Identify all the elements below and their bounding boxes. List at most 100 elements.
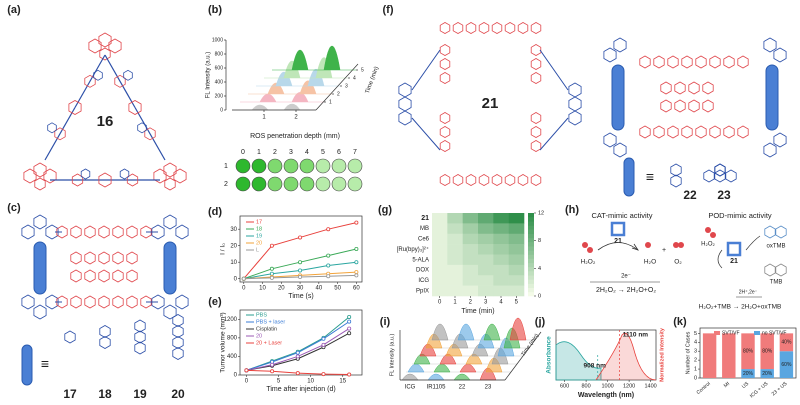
- colorbar-step: [528, 229, 534, 235]
- legend-label: 20 + Laser: [256, 340, 282, 346]
- heat-cell: [447, 223, 463, 235]
- legend-swatch: [714, 331, 720, 335]
- legend-label: 17: [256, 219, 262, 225]
- heat-cell: [432, 244, 448, 255]
- ring: [714, 163, 726, 177]
- well-column-label: 1: [257, 149, 261, 156]
- ring: [134, 319, 146, 333]
- capsule: [765, 64, 779, 131]
- capsule: [611, 64, 625, 131]
- well: [267, 176, 283, 192]
- x-tick-label: 20: [278, 286, 285, 292]
- colorbar-label: 12: [538, 210, 544, 216]
- x-tick-label: 1000: [601, 383, 613, 389]
- species: H₂O₂: [701, 242, 715, 248]
- heat-cell: [478, 264, 494, 276]
- colorbar-label: 8: [538, 238, 541, 244]
- operator: +: [662, 247, 666, 254]
- ring: [163, 162, 177, 178]
- ring: [681, 125, 693, 139]
- ring: [84, 225, 96, 239]
- ring: [530, 140, 542, 152]
- panel-label: (k): [673, 316, 687, 328]
- ring: [452, 174, 464, 186]
- y-tick-label: 400: [227, 354, 238, 360]
- axis-line: [504, 331, 542, 381]
- ring: [530, 22, 542, 34]
- heat-cell: [493, 254, 509, 266]
- heat-cell: [447, 285, 463, 297]
- ring: [773, 47, 787, 63]
- axis-label: Tumor volume (mm³): [220, 312, 227, 372]
- legend-label: 20: [256, 240, 262, 246]
- y-tick-label: 400: [215, 79, 224, 85]
- ring: [140, 295, 152, 309]
- value-label: 20%: [743, 371, 754, 377]
- ring: [151, 294, 165, 310]
- marker: [298, 268, 303, 273]
- ring: [70, 295, 82, 309]
- plot-frame: [239, 309, 363, 376]
- colorbar-step: [528, 237, 534, 243]
- heat-cell: [432, 275, 448, 286]
- y-tick-label: 0: [234, 373, 238, 379]
- panel-label: (b): [208, 4, 222, 16]
- marker: [269, 271, 274, 276]
- ring: [613, 37, 627, 53]
- axis-line: [315, 63, 359, 111]
- x-tick-label: Control: [696, 381, 712, 396]
- bar-segment: [722, 333, 736, 378]
- ring: [140, 225, 152, 239]
- legend-label: no SVT/VF: [762, 330, 786, 336]
- ring: [465, 174, 477, 186]
- ring: [164, 177, 176, 191]
- plot-frame: [239, 215, 363, 283]
- panel-label: (e): [208, 296, 222, 308]
- bar-segment: [779, 333, 794, 352]
- marker: [270, 362, 275, 367]
- marker: [347, 372, 352, 377]
- ring: [775, 263, 787, 277]
- ring: [660, 81, 672, 95]
- heat-cell: [447, 275, 463, 286]
- ring: [478, 22, 490, 34]
- ring: [398, 82, 412, 98]
- species: H₂O: [644, 259, 656, 266]
- well: [315, 158, 331, 174]
- marker: [354, 270, 359, 275]
- heat-cell: [462, 223, 479, 235]
- emission-curve: [595, 332, 657, 381]
- well: [331, 176, 347, 192]
- ring: [70, 251, 82, 265]
- row-label: [Ru(bpy)₃]²⁺: [397, 246, 429, 253]
- marker: [354, 273, 359, 278]
- panel-label: (j): [535, 316, 546, 328]
- well: [299, 158, 315, 174]
- marker: [244, 368, 249, 373]
- bond: [104, 54, 136, 108]
- heat-cell: [432, 233, 448, 245]
- bond: [134, 107, 166, 161]
- axis-label: ROS penetration depth (mm): [250, 133, 340, 140]
- well: [283, 176, 299, 192]
- species: oxTMB: [766, 244, 785, 250]
- ridge: [272, 45, 356, 71]
- heat-cell: [478, 213, 494, 224]
- atom: [582, 242, 588, 248]
- catalyst-icon: [726, 241, 742, 257]
- y-tick-label: 30: [230, 227, 237, 233]
- axis-label: Time (min): [365, 66, 380, 95]
- ring: [98, 32, 112, 48]
- colorbar-step: [528, 246, 534, 251]
- x-tick-label: 1400: [644, 383, 656, 389]
- well: [267, 158, 283, 174]
- heat-cell: [447, 233, 463, 245]
- marker: [298, 275, 303, 280]
- panel-label: (f): [383, 4, 394, 16]
- legend-label: Cisplatin: [256, 326, 277, 332]
- marker: [295, 350, 300, 355]
- peak: [433, 363, 451, 373]
- heat-cell: [508, 285, 525, 297]
- ring: [99, 336, 111, 349]
